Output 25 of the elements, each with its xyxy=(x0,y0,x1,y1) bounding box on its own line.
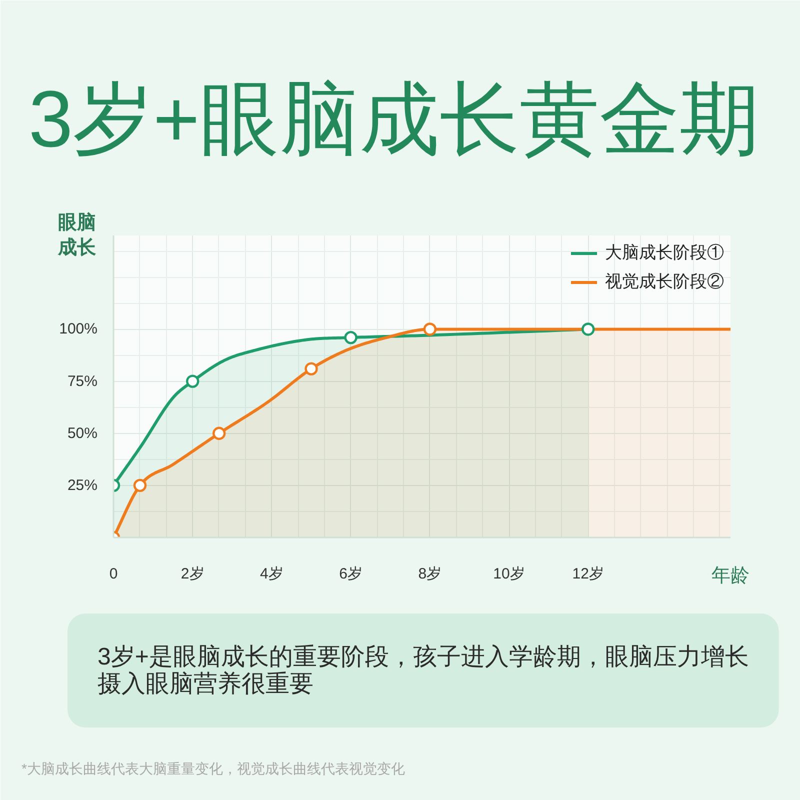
point xyxy=(423,322,437,336)
y-tick-label: 100% xyxy=(59,320,98,338)
x-tick-label: 4岁 xyxy=(260,566,284,582)
point xyxy=(582,322,595,336)
x-tick-label: 8岁 xyxy=(418,566,442,582)
text: *大脑成长曲线代表大脑重量变化，视觉成长曲线代表视觉变化 xyxy=(22,760,405,776)
y-tick-label: 25% xyxy=(67,476,98,494)
y-tick-label: 50% xyxy=(67,424,98,442)
x-tick-label: 6岁 xyxy=(339,566,362,582)
chart-title: 3岁+眼脑成长黄金期 xyxy=(28,74,760,164)
point xyxy=(186,374,200,388)
y-axis-title: 眼脑成长 xyxy=(57,211,98,259)
legend-label: 视觉成长阶段② xyxy=(605,271,724,293)
text: 3岁+是眼脑成长的重要阶段，孩子进入学龄期，眼脑压力增长摄入眼脑营养很重要 xyxy=(98,644,749,698)
x-tick-label: 10岁 xyxy=(493,566,525,582)
point xyxy=(212,426,226,440)
x-tick-label: 12岁 xyxy=(572,566,604,582)
x-tick-label: 2岁 xyxy=(180,566,204,582)
y-tick-label: 75% xyxy=(67,372,98,390)
point xyxy=(133,478,147,492)
point xyxy=(344,330,358,344)
x-axis-title: 年龄 xyxy=(712,566,750,586)
point xyxy=(304,362,318,376)
legend-label: 大脑成长阶段① xyxy=(605,242,724,264)
x-tick-label: 0 xyxy=(109,566,118,582)
